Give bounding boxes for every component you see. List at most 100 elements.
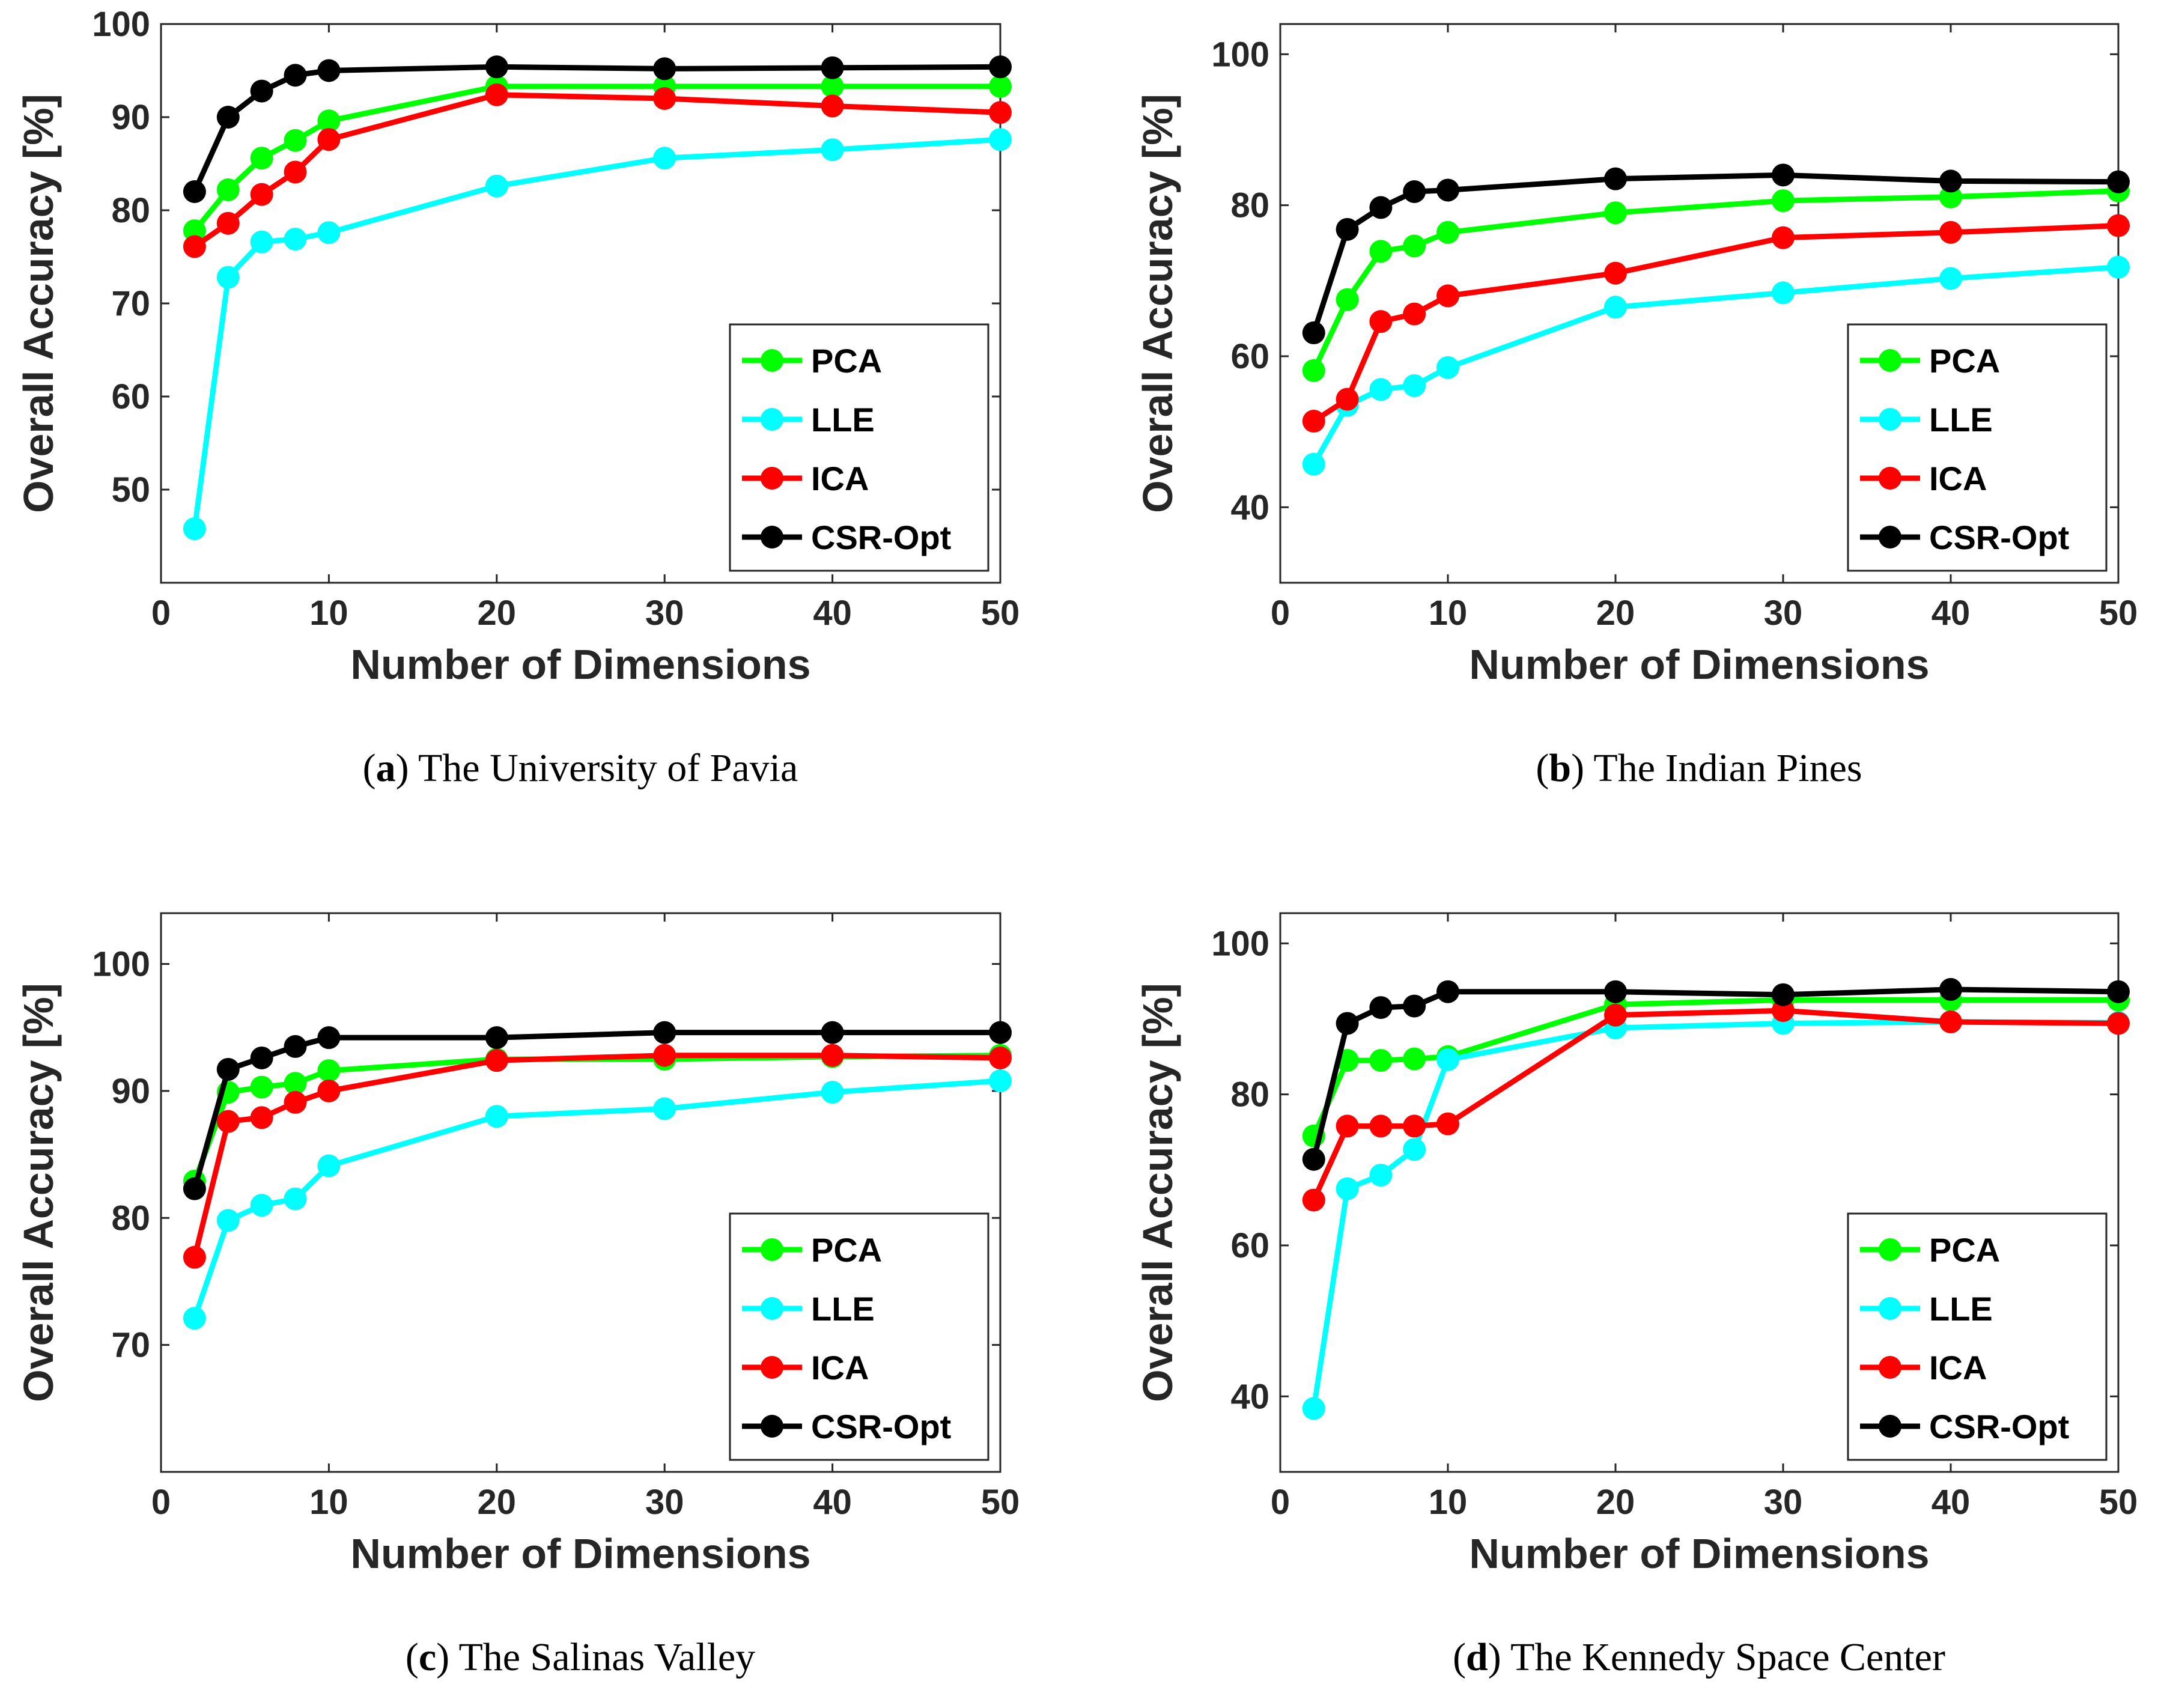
y-tick-label: 60	[1230, 337, 1269, 376]
x-tick-label: 10	[1429, 1483, 1468, 1522]
data-point-csr-opt	[284, 64, 307, 87]
x-tick-label: 20	[478, 1483, 517, 1522]
legend-label-lle: LLE	[811, 1290, 875, 1328]
data-point-lle	[821, 138, 844, 162]
y-tick-label: 80	[111, 191, 150, 230]
data-point-csr-opt	[1939, 169, 1962, 193]
x-tick-label: 0	[1271, 594, 1290, 633]
data-point-lle	[821, 1081, 844, 1104]
data-point-lle	[1436, 1048, 1459, 1071]
data-point-pca	[1403, 1047, 1426, 1071]
data-point-lle	[1302, 1397, 1325, 1420]
data-point-lle	[1939, 267, 1962, 290]
data-point-ica	[1939, 1010, 1962, 1033]
data-point-lle	[216, 266, 240, 289]
data-point-pca	[1302, 359, 1325, 382]
x-axis-title: Number of Dimensions	[1469, 641, 1929, 688]
data-point-ica	[821, 94, 844, 118]
y-tick-label: 100	[1211, 35, 1269, 74]
data-point-csr-opt	[821, 1021, 844, 1044]
data-point-ica	[284, 1090, 307, 1114]
legend-marker-pca	[1879, 349, 1901, 372]
data-point-ica	[1436, 1112, 1459, 1135]
data-point-pca	[1436, 220, 1459, 244]
y-tick-label: 60	[111, 377, 150, 416]
caption-close-paren: )	[1488, 1635, 1510, 1679]
subfigure-caption: (d) The Kennedy Space Center	[1453, 1635, 1945, 1679]
legend-marker-csr-opt	[761, 526, 783, 549]
x-tick-label: 50	[2099, 594, 2138, 633]
x-tick-label: 50	[981, 1483, 1020, 1522]
data-point-ica	[1403, 1114, 1426, 1138]
data-point-csr-opt	[1302, 321, 1325, 345]
data-point-pca	[1369, 240, 1393, 263]
legend-label-csr-opt: CSR-Opt	[1929, 518, 2069, 556]
data-point-csr-opt	[1302, 1147, 1325, 1171]
caption-open-paren: (	[363, 746, 376, 790]
data-point-ica	[216, 1110, 240, 1133]
data-point-lle	[317, 221, 341, 245]
data-point-pca	[183, 219, 206, 243]
data-point-csr-opt	[317, 1026, 341, 1050]
data-point-ica	[317, 1079, 341, 1102]
data-point-csr-opt	[1369, 196, 1393, 219]
x-tick-label: 10	[1429, 594, 1468, 633]
legend-label-pca: PCA	[1929, 1231, 2000, 1269]
data-point-ica	[183, 1245, 206, 1269]
data-point-ica	[1369, 1114, 1393, 1138]
data-point-lle	[250, 230, 273, 254]
y-tick-label: 100	[92, 5, 150, 44]
data-point-pca	[989, 74, 1012, 98]
caption-letter: b	[1549, 746, 1571, 790]
legend-marker-ica	[761, 467, 783, 490]
x-tick-label: 10	[309, 594, 348, 633]
x-tick-label: 40	[813, 1483, 852, 1522]
data-point-pca	[317, 1059, 341, 1083]
caption-close-paren: )	[396, 746, 418, 790]
subfigure-caption: (a) The University of Pavia	[363, 746, 798, 790]
data-point-lle	[989, 1069, 1012, 1092]
y-axis-title: Overall Accuracy [%]	[15, 94, 62, 513]
data-point-csr-opt	[485, 55, 508, 79]
legend-label-lle: LLE	[1929, 401, 1993, 439]
data-point-ica	[485, 83, 508, 106]
data-point-csr-opt	[485, 1026, 508, 1050]
x-tick-label: 10	[309, 1483, 348, 1522]
x-tick-label: 20	[1596, 594, 1635, 633]
data-point-pca	[1336, 288, 1359, 311]
data-point-ica	[821, 1044, 844, 1067]
data-point-ica	[989, 101, 1012, 124]
x-tick-label: 20	[1596, 1483, 1635, 1522]
data-point-ica	[653, 1044, 676, 1067]
caption-close-paren: )	[1571, 746, 1593, 790]
y-tick-label: 40	[1230, 488, 1269, 527]
data-point-csr-opt	[653, 1021, 676, 1044]
data-point-csr-opt	[1939, 977, 1962, 1001]
data-point-ica	[989, 1046, 1012, 1069]
data-point-lle	[1302, 452, 1325, 476]
legend-label-pca: PCA	[1929, 342, 2000, 380]
x-tick-label: 20	[478, 594, 517, 633]
subfigure-caption: (b) The Indian Pines	[1536, 746, 1862, 790]
x-tick-label: 0	[1271, 1483, 1290, 1522]
data-point-csr-opt	[653, 57, 676, 81]
legend-label-ica: ICA	[1929, 1349, 1987, 1387]
data-point-ica	[1302, 1188, 1325, 1212]
data-point-pca	[1369, 1049, 1393, 1072]
y-tick-label: 50	[111, 470, 150, 509]
legend-marker-pca	[761, 1238, 783, 1261]
data-point-pca	[216, 178, 240, 201]
data-point-lle	[1403, 1138, 1426, 1161]
data-point-ica	[2107, 214, 2130, 237]
data-point-csr-opt	[250, 79, 273, 103]
data-point-ica	[1939, 220, 1962, 244]
caption-open-paren: (	[1536, 746, 1549, 790]
data-point-csr-opt	[216, 106, 240, 129]
caption-open-paren: (	[1453, 1635, 1466, 1679]
data-point-pca	[1403, 234, 1426, 258]
caption-text: The University of Pavia	[418, 746, 798, 790]
data-point-ica	[2107, 1012, 2130, 1035]
data-point-lle	[485, 1105, 508, 1128]
legend-marker-lle	[761, 408, 783, 431]
